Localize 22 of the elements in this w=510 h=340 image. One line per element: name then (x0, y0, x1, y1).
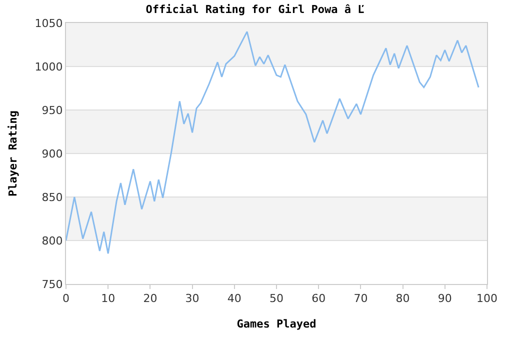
chart-title: Official Rating for Girl Powa â Ľ (146, 2, 365, 16)
x-tick-label: 70 (354, 292, 368, 306)
x-tick-label: 50 (270, 292, 284, 306)
y-tick-label: 950 (42, 104, 63, 117)
y-axis-title: Player Rating (6, 110, 20, 197)
y-tick-label: 1050 (34, 16, 63, 30)
x-tick-label: 40 (227, 292, 242, 306)
y-tick-label: 750 (42, 278, 63, 291)
x-tick-label: 100 (476, 292, 498, 306)
x-tick-label: 0 (62, 292, 70, 306)
x-tick-label: 10 (101, 292, 116, 306)
line-series (66, 30, 480, 254)
x-tick-label: 60 (312, 292, 326, 306)
x-tick-label: 20 (143, 292, 158, 306)
y-tick-label: 900 (42, 147, 63, 160)
x-axis-title: Games Played (236, 317, 316, 330)
x-tick-label: 80 (396, 292, 410, 306)
y-tick-label: 800 (42, 234, 63, 248)
x-tick-label: 30 (185, 292, 200, 306)
x-tick-label: 90 (438, 292, 452, 306)
y-tick-label: 850 (42, 190, 63, 204)
y-tick-label: 1000 (34, 60, 63, 74)
